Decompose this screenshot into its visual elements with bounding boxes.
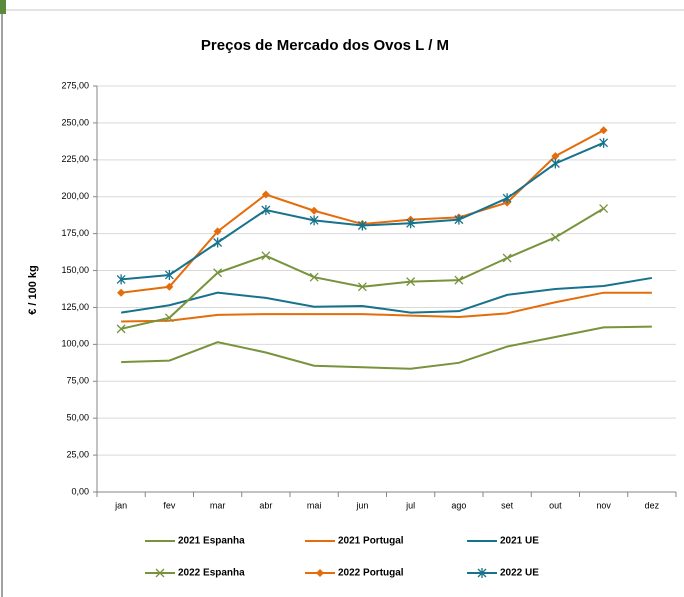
- x-tick-label: out: [549, 500, 562, 510]
- sheet-corner: [0, 0, 6, 14]
- legend-marker: [316, 569, 324, 577]
- data-point: [406, 218, 416, 229]
- chart-title: Preços de Mercado dos Ovos L / M: [201, 37, 449, 54]
- data-point: [502, 193, 512, 204]
- x-tick-label: mar: [210, 500, 226, 510]
- data-point: [599, 126, 608, 135]
- x-tick-label: nov: [596, 500, 611, 510]
- y-tick-label: 200,00: [61, 191, 89, 201]
- x-tick-label: jan: [114, 500, 127, 510]
- data-point: [502, 253, 512, 263]
- x-tick-label: ago: [451, 500, 466, 510]
- data-point: [599, 204, 609, 213]
- series-line: [120, 276, 653, 314]
- x-tick-label: fev: [163, 500, 176, 510]
- data-point: [551, 152, 560, 161]
- x-tick-label: jun: [355, 500, 368, 510]
- data-point: [165, 282, 174, 291]
- series-line: [121, 291, 652, 323]
- data-point: [213, 268, 223, 278]
- y-tick-label: 150,00: [61, 265, 89, 275]
- data-point: [213, 237, 223, 248]
- x-tick-label: abr: [259, 500, 272, 510]
- data-point: [164, 313, 174, 323]
- y-tick-label: 250,00: [61, 117, 89, 127]
- data-point: [550, 158, 560, 169]
- legend-label: 2022 Portugal: [338, 568, 404, 579]
- data-point: [357, 220, 367, 231]
- y-tick-label: 100,00: [61, 339, 89, 349]
- y-tick-label: 0,00: [71, 486, 89, 496]
- legend-label: 2021 UE: [500, 536, 539, 547]
- data-point: [164, 269, 174, 280]
- legend-marker: [477, 568, 487, 578]
- y-tick-label: 50,00: [66, 413, 89, 423]
- data-point: [406, 277, 416, 287]
- y-axis-label: € / 100 kg: [27, 265, 39, 315]
- y-tick-label: 25,00: [66, 449, 89, 459]
- data-point: [357, 282, 367, 292]
- data-point: [213, 227, 222, 236]
- y-tick-label: 225,00: [61, 154, 89, 164]
- x-tick-label: dez: [645, 500, 660, 510]
- legend-label: 2022 Espanha: [178, 568, 245, 579]
- data-point: [599, 137, 609, 148]
- data-point: [117, 288, 126, 297]
- data-point: [310, 206, 319, 215]
- y-tick-label: 75,00: [66, 376, 89, 386]
- legend-marker: [155, 568, 165, 578]
- legend-label: 2021 Portugal: [338, 536, 404, 547]
- data-point: [261, 190, 270, 199]
- legend-label: 2021 Espanha: [178, 536, 245, 547]
- x-tick-label: jul: [405, 500, 415, 510]
- data-point: [309, 215, 319, 226]
- data-point: [454, 214, 464, 225]
- data-point: [454, 275, 464, 285]
- y-tick-label: 175,00: [61, 228, 89, 238]
- data-point: [550, 232, 560, 242]
- y-tick-label: 275,00: [61, 80, 89, 90]
- x-tick-label: set: [501, 500, 514, 510]
- series-line: [121, 325, 652, 370]
- data-point: [309, 272, 319, 282]
- legend-label: 2022 UE: [500, 568, 539, 579]
- x-tick-label: mai: [307, 500, 322, 510]
- data-point: [261, 205, 271, 216]
- data-point: [116, 324, 126, 334]
- data-point: [116, 274, 126, 285]
- data-point: [261, 251, 271, 261]
- y-tick-label: 125,00: [61, 302, 89, 312]
